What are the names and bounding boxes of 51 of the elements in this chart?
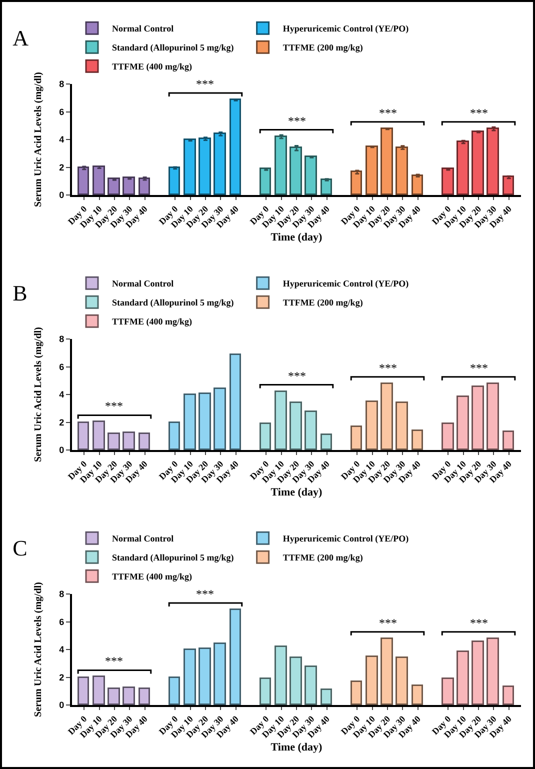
annotation: ***: [470, 616, 488, 630]
legend-label: TTFME (200 mg/kg): [282, 552, 363, 563]
chart-title: C: [12, 535, 28, 560]
annotation: ***: [288, 114, 306, 128]
legend-label: TTFME (200 mg/kg): [282, 42, 363, 53]
y-tick-label: 0: [59, 700, 64, 710]
legend-label: Hyperuricemic Control (YE/PO): [282, 534, 409, 544]
annotation: ***: [288, 369, 306, 383]
y-tick-label: 4: [59, 134, 64, 145]
x-axis-title: Time (day): [270, 742, 323, 754]
annotation: ***: [470, 361, 488, 375]
annotation: ***: [196, 77, 214, 91]
y-tick-label: 8: [59, 334, 64, 344]
annotation: ***: [379, 106, 397, 120]
y-tick-label: 6: [59, 362, 64, 372]
y-axis-title: Serum Uric Acid Levels (mg/dl): [33, 327, 44, 462]
legend-label: Standard (Allopurinol 5 mg/kg): [112, 298, 234, 308]
x-axis-title: Time (day): [270, 232, 323, 244]
annotation: ***: [379, 616, 397, 630]
legend-label: TTFME (400 mg/kg): [112, 62, 192, 72]
annotation: ***: [105, 654, 123, 668]
y-tick-label: 8: [59, 79, 64, 90]
y-axis-title: Serum Uric Acid Levels (mg/dl): [33, 72, 44, 207]
annotation: ***: [379, 361, 397, 375]
y-tick-label: 6: [59, 106, 64, 117]
legend-label: TTFME (400 mg/kg): [112, 316, 192, 327]
legend-label: Hyperuricemic Control (YE/PO): [282, 278, 409, 289]
legend-label: Standard (Allopurinol 5 mg/kg): [112, 42, 234, 53]
chart-title: A: [12, 25, 29, 50]
y-tick-label: 4: [59, 644, 64, 655]
y-tick-label: 8: [59, 589, 64, 600]
chart-title: B: [12, 280, 28, 306]
legend-label: Hyperuricemic Control (YE/PO): [282, 24, 409, 34]
y-tick-label: 2: [59, 162, 64, 172]
legend-label: TTFME (200 mg/kg): [282, 298, 363, 308]
legend-label: TTFME (400 mg/kg): [112, 572, 192, 582]
y-tick-label: 6: [59, 616, 64, 627]
y-tick-label: 0: [59, 445, 64, 456]
annotation: ***: [470, 106, 488, 120]
annotation: ***: [105, 399, 123, 413]
y-tick-label: 2: [59, 672, 64, 682]
y-axis-title: Serum Uric Acid Levels (mg/dl): [33, 582, 44, 717]
legend-label: Normal Control: [112, 534, 174, 544]
y-tick-label: 2: [59, 417, 64, 428]
x-axis-title: Time (day): [270, 486, 323, 499]
annotation: ***: [196, 587, 214, 601]
legend-label: Standard (Allopurinol 5 mg/kg): [112, 552, 234, 563]
y-tick-label: 0: [59, 190, 64, 200]
y-tick-label: 4: [59, 390, 64, 400]
legend-label: Normal Control: [112, 24, 174, 34]
legend-label: Normal Control: [112, 278, 174, 289]
